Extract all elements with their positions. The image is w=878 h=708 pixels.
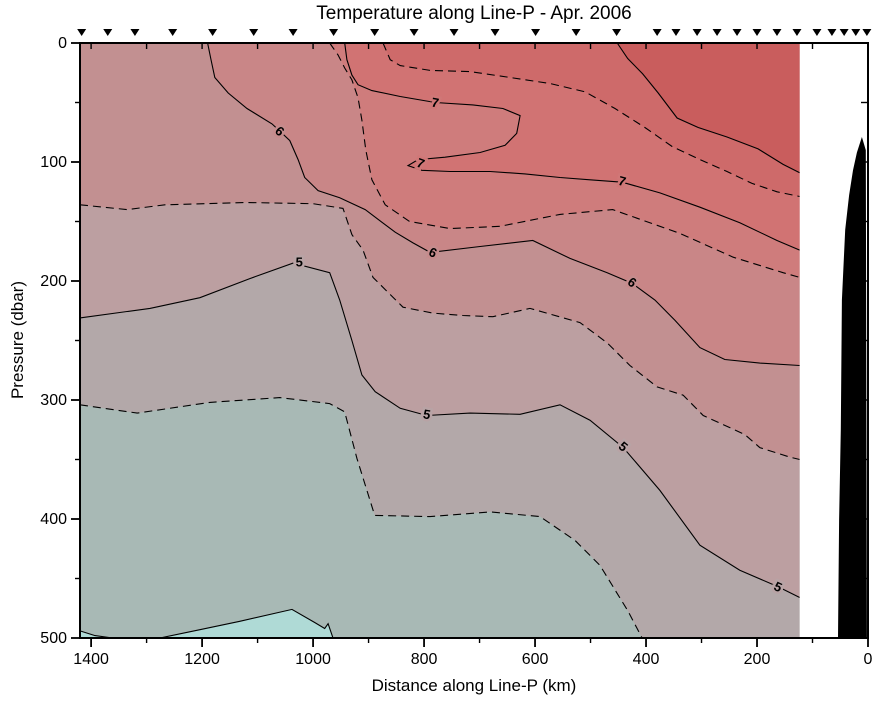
station-marker	[409, 29, 419, 36]
y-tick-label: 200	[40, 273, 67, 290]
station-marker	[851, 29, 861, 36]
station-marker	[792, 29, 802, 36]
x-tick-label: 1000	[295, 651, 331, 668]
station-marker	[862, 29, 872, 36]
x-tick-label: 1400	[73, 651, 109, 668]
chart-title: Temperature along Line-P - Apr. 2006	[316, 3, 632, 24]
station-marker	[103, 29, 113, 36]
contour-line-7.5	[382, 42, 800, 198]
station-marker	[671, 29, 681, 36]
x-tick-label: 1200	[184, 651, 220, 668]
band-above-8	[617, 43, 800, 173]
station-marker	[827, 29, 837, 36]
station-marker	[370, 29, 380, 36]
station-marker	[652, 29, 662, 36]
station-marker	[288, 29, 298, 36]
y-tick-label: 0	[58, 35, 67, 52]
cold-patch	[159, 609, 333, 638]
station-marker	[839, 29, 849, 36]
x-tick-label: 800	[411, 651, 438, 668]
x-tick-label: 0	[864, 651, 873, 668]
contour-label-5: 5	[296, 255, 303, 270]
cold-patch	[80, 630, 113, 638]
station-marker	[208, 29, 218, 36]
station-marker	[732, 29, 742, 36]
station-marker	[329, 29, 339, 36]
station-marker	[130, 29, 140, 36]
x-tick-label: 400	[633, 651, 660, 668]
station-marker	[712, 29, 722, 36]
plot-border	[79, 42, 869, 639]
station-marker	[772, 29, 782, 36]
x-axis-title: Distance along Line-P (km)	[371, 676, 577, 695]
y-tick-label: 400	[40, 511, 67, 528]
contour-line-5	[79, 262, 800, 598]
station-marker	[531, 29, 541, 36]
station-marker	[612, 29, 622, 36]
x-tick-label: 600	[522, 651, 549, 668]
station-marker	[752, 29, 762, 36]
station-marker	[449, 29, 459, 36]
contour-line-4	[159, 608, 334, 639]
station-marker	[571, 29, 581, 36]
contour-line-7	[344, 42, 800, 251]
station-marker	[812, 29, 822, 36]
contour-line-5.5	[79, 201, 800, 461]
station-marker	[168, 29, 178, 36]
station-marker	[249, 29, 259, 36]
y-axis-title: Pressure (dbar)	[8, 280, 27, 400]
x-tick-label: 200	[744, 651, 771, 668]
contour-line-6.5	[329, 42, 800, 278]
contour-line-8	[616, 42, 800, 174]
station-marker	[77, 29, 87, 36]
station-marker	[490, 29, 500, 36]
contour-line-6	[207, 42, 800, 367]
y-tick-label: 500	[40, 630, 67, 647]
y-tick-label: 100	[40, 154, 67, 171]
y-tick-label: 300	[40, 392, 67, 409]
bathymetry-silhouette	[838, 137, 867, 638]
station-marker	[692, 29, 702, 36]
